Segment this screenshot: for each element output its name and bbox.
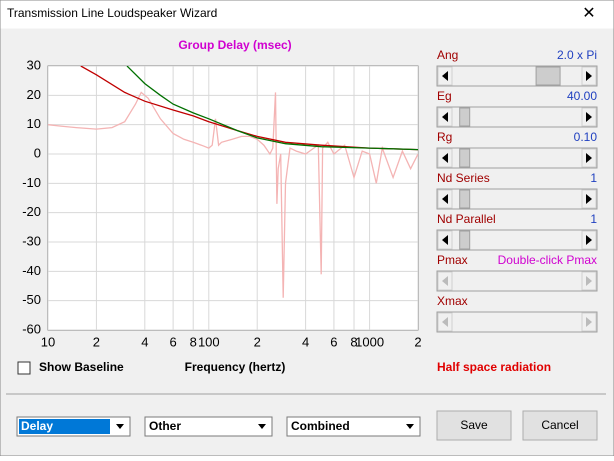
slider-value: 0.10: [574, 130, 598, 144]
x-tick-label: 6: [330, 334, 337, 349]
arrow-left: [442, 71, 448, 81]
window-title: Transmission Line Loudspeaker Wizard: [7, 6, 217, 20]
plot-area: [47, 65, 419, 331]
slider-track[interactable]: [436, 229, 598, 251]
combo-selection: [19, 419, 110, 434]
y-tick-label: 10: [27, 116, 41, 131]
combo-arrow: [258, 424, 266, 429]
combo-text[interactable]: Other: [149, 419, 181, 433]
slider-label: Rg: [437, 130, 452, 144]
arrow-left: [442, 153, 448, 163]
y-tick-label: -10: [22, 175, 41, 190]
combo-box[interactable]: [144, 416, 273, 437]
arrow-right: [586, 71, 592, 81]
arrow-left: [442, 194, 448, 204]
combo-arrow: [116, 424, 124, 429]
slider-track[interactable]: [436, 311, 598, 333]
slider-label: Pmax: [437, 253, 468, 267]
close-button[interactable]: ✕: [582, 5, 595, 22]
slider-track[interactable]: [436, 270, 598, 292]
y-tick-label: -50: [22, 292, 41, 307]
slider-track[interactable]: [436, 65, 598, 87]
radiation-label: Half space radiation: [437, 360, 551, 374]
arrow-right: [586, 112, 592, 122]
x-tick-label: 4: [141, 334, 148, 349]
arrow-right: [586, 235, 592, 245]
x-tick-label: 2: [254, 334, 261, 349]
x-tick-label: 1000: [355, 334, 384, 349]
x-tick-label: 8: [190, 334, 197, 349]
slider-thumb[interactable]: [459, 107, 471, 127]
slider-track[interactable]: [436, 147, 598, 169]
y-tick-label: 30: [27, 57, 41, 72]
y-tick-label: -40: [22, 263, 41, 278]
y-tick-label: 0: [34, 145, 41, 160]
series-line: [126, 66, 418, 151]
arrow-left: [442, 112, 448, 122]
arrow-right: [586, 153, 592, 163]
slider-value: Double-click Pmax: [498, 253, 597, 267]
slider-value: 2.0 x Pi: [557, 48, 597, 62]
checkbox-label[interactable]: Show Baseline: [39, 360, 124, 374]
x-tick-label: 2: [414, 334, 421, 349]
combo-arrow: [406, 424, 414, 429]
slider-label: Ang: [437, 48, 458, 62]
save-label[interactable]: Save: [460, 418, 488, 432]
arrow-right: [586, 276, 592, 286]
chart-title: Group Delay (msec): [178, 38, 291, 52]
x-tick-label: 100: [198, 334, 220, 349]
arrow-left: [442, 276, 448, 286]
x-tick-label: 4: [302, 334, 309, 349]
slider-label: Nd Series: [437, 171, 490, 185]
arrow-right: [586, 317, 592, 327]
y-tick-label: -30: [22, 233, 41, 248]
slider-thumb[interactable]: [459, 230, 471, 250]
slider-label: Eg: [437, 89, 452, 103]
cancel-label[interactable]: Cancel: [541, 418, 578, 432]
slider-track[interactable]: [436, 188, 598, 210]
x-tick-label: 6: [170, 334, 177, 349]
title-bar: [0, 0, 614, 29]
slider-thumb[interactable]: [459, 148, 471, 168]
y-tick-label: -20: [22, 204, 41, 219]
arrow-left: [442, 317, 448, 327]
combo-text[interactable]: Delay: [21, 419, 53, 433]
checkbox[interactable]: [17, 361, 31, 375]
slider-value: 1: [590, 171, 597, 185]
slider-value: 1: [590, 212, 597, 226]
arrow-right: [586, 194, 592, 204]
x-tick-label: 10: [41, 334, 55, 349]
combo-box[interactable]: [286, 416, 421, 437]
cancel-button[interactable]: [522, 410, 598, 441]
series-line: [80, 66, 418, 151]
x-axis-label: Frequency (hertz): [185, 360, 286, 374]
slider-label: Xmax: [437, 294, 468, 308]
slider-value: 40.00: [567, 89, 597, 103]
y-tick-label: -60: [22, 321, 41, 336]
x-tick-label: 8: [350, 334, 357, 349]
slider-track[interactable]: [436, 106, 598, 128]
slider-label: Nd Parallel: [437, 212, 496, 226]
series-line: [48, 91, 418, 298]
y-tick-label: 20: [27, 87, 41, 102]
x-tick-label: 2: [93, 334, 100, 349]
slider-thumb[interactable]: [459, 189, 471, 209]
slider-thumb[interactable]: [535, 66, 561, 86]
save-button[interactable]: [436, 410, 512, 441]
combo-text[interactable]: Combined: [291, 419, 350, 433]
arrow-left: [442, 235, 448, 245]
